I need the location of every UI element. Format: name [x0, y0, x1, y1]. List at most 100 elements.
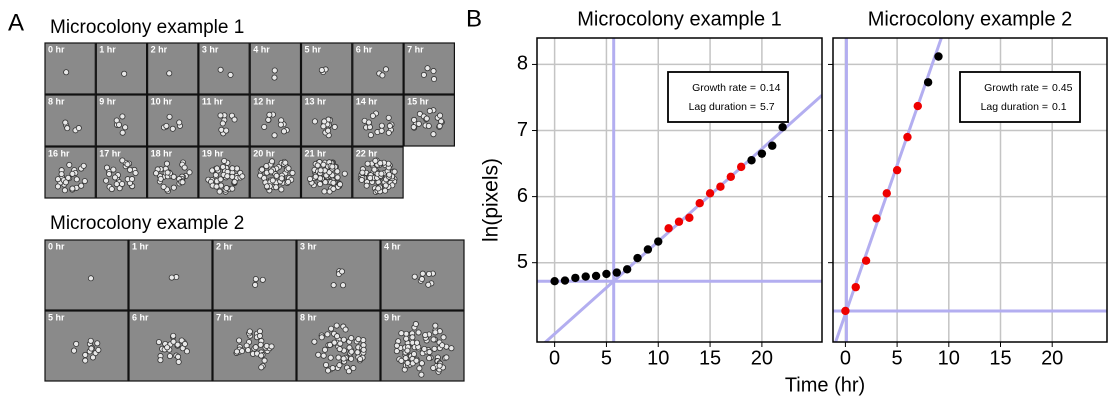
- cell: [333, 322, 340, 329]
- frame-label: 11 hr: [202, 96, 224, 106]
- cell: [439, 342, 446, 349]
- cell: [289, 169, 296, 176]
- annotation-label: Lag duration =: [689, 101, 756, 113]
- annotation-box: [667, 71, 789, 123]
- cell: [437, 112, 444, 119]
- image-tile: [352, 94, 404, 147]
- frame-label: 4 hr: [253, 44, 270, 54]
- cell: [223, 185, 230, 192]
- cell: [157, 175, 164, 182]
- cell: [379, 72, 386, 79]
- x-tick-label: 0: [549, 347, 560, 369]
- cell: [360, 337, 367, 344]
- data-point: [913, 101, 922, 111]
- cell: [386, 171, 393, 178]
- cell: [239, 348, 246, 355]
- cell: [327, 354, 334, 361]
- cell: [181, 340, 188, 347]
- cell: [54, 176, 61, 183]
- cell: [393, 342, 400, 349]
- annotation-box: [959, 71, 1081, 123]
- data-point: [757, 149, 767, 158]
- y-tick-label: 8: [517, 53, 528, 75]
- cell: [259, 276, 266, 283]
- cell: [218, 126, 225, 133]
- cell: [82, 357, 89, 364]
- cell: [175, 353, 182, 360]
- cell: [365, 119, 372, 126]
- cell: [315, 351, 322, 358]
- frame-label: 1 hr: [99, 44, 116, 54]
- cell: [95, 346, 102, 353]
- cell: [337, 340, 344, 347]
- cell: [221, 157, 228, 164]
- cell: [183, 348, 190, 355]
- cell: [334, 333, 341, 340]
- cell: [378, 170, 385, 177]
- data-point: [664, 224, 673, 233]
- data-point: [674, 217, 684, 226]
- data-point: [571, 273, 580, 283]
- cell: [424, 65, 431, 72]
- cell: [430, 336, 437, 343]
- cell: [70, 347, 77, 354]
- cell: [391, 168, 398, 175]
- cell: [382, 66, 389, 73]
- cell: [110, 166, 117, 173]
- cell: [411, 273, 418, 280]
- cell: [231, 116, 238, 123]
- cell: [163, 160, 170, 167]
- frame-label: 2 hr: [151, 44, 168, 54]
- cell: [217, 112, 224, 119]
- cell: [119, 113, 126, 120]
- cell: [265, 116, 272, 123]
- image-tile: [44, 310, 129, 382]
- cell: [328, 325, 335, 332]
- cell: [80, 162, 87, 169]
- cell: [61, 187, 68, 194]
- cell: [63, 69, 70, 76]
- frame-label: 0 hr: [48, 241, 65, 251]
- cell: [375, 185, 382, 192]
- cell: [62, 179, 69, 186]
- cell: [448, 345, 455, 352]
- cell: [213, 165, 220, 172]
- cell: [269, 177, 276, 184]
- cell: [89, 354, 96, 361]
- cell: [312, 173, 319, 180]
- cell: [357, 356, 364, 363]
- x-tick-label: 15: [989, 347, 1011, 369]
- cell: [334, 174, 341, 181]
- data-point: [861, 256, 871, 265]
- cell: [278, 175, 285, 182]
- data-point: [851, 282, 860, 292]
- cell: [252, 344, 259, 351]
- cell: [271, 74, 278, 81]
- cell: [418, 360, 425, 367]
- data-point: [726, 172, 735, 181]
- data-point: [903, 132, 912, 142]
- cell: [341, 170, 348, 177]
- y-tick-label: 7: [517, 119, 528, 141]
- panel-label: B: [466, 5, 482, 32]
- cell: [367, 174, 374, 181]
- image-tile: [95, 94, 148, 147]
- cell: [166, 113, 173, 120]
- cell: [330, 282, 337, 289]
- cell: [163, 122, 170, 129]
- cell: [119, 129, 126, 136]
- cell: [82, 351, 89, 358]
- cell: [432, 329, 439, 336]
- cell: [350, 365, 357, 372]
- annotation-value: 0.14: [760, 82, 781, 94]
- cell: [363, 182, 370, 189]
- cell: [329, 365, 336, 372]
- cell: [129, 176, 136, 183]
- cell: [168, 274, 175, 281]
- cell: [66, 161, 73, 168]
- cell: [268, 168, 275, 175]
- frame-label: 14 hr: [356, 96, 378, 106]
- cell: [436, 123, 443, 130]
- data-point: [560, 276, 570, 285]
- cell: [258, 352, 265, 359]
